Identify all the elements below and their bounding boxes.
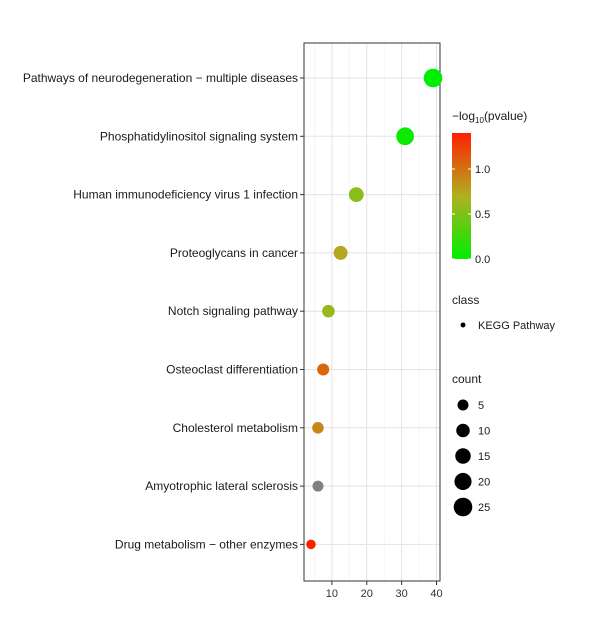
data-point <box>322 304 335 318</box>
data-point <box>423 68 443 88</box>
plot-panel-border <box>303 42 441 582</box>
y-tick-label: Human immunodeficiency virus 1 infection <box>73 188 298 202</box>
color-tick-label: 0.0 <box>475 254 490 266</box>
size-legend-key <box>456 423 470 438</box>
size-legend-key <box>455 448 471 464</box>
color-tick-label: 1.0 <box>475 164 490 176</box>
class-legend-title: class <box>452 293 479 307</box>
y-tick-label: Cholesterol metabolism <box>173 421 298 435</box>
x-tick-label: 30 <box>396 588 408 600</box>
y-axis-ticks: Pathways of neurodegeneration − multiple… <box>23 71 304 551</box>
size-legend-label: 10 <box>478 426 490 438</box>
size-legend-label: 20 <box>478 477 490 489</box>
color-legend-title: −log10(pvalue) <box>452 109 527 125</box>
x-tick-label: 20 <box>361 588 373 600</box>
y-tick-label: Drug metabolism − other enzymes <box>115 537 298 551</box>
class-legend-label: KEGG Pathway <box>478 320 556 332</box>
y-tick-label: Proteoglycans in cancer <box>170 246 298 260</box>
size-legend-title: count <box>452 372 482 386</box>
size-legend-key <box>454 472 472 491</box>
y-tick-label: Osteoclast differentiation <box>166 363 298 377</box>
y-tick-label: Pathways of neurodegeneration − multiple… <box>23 71 298 85</box>
color-legend-ticks: 0.0 0.5 1.0 <box>452 164 490 266</box>
data-point <box>348 187 364 202</box>
size-legend-label: 25 <box>478 502 490 514</box>
y-tick-label: Notch signaling pathway <box>168 304 298 318</box>
data-points <box>306 68 443 550</box>
x-tick-label: 10 <box>326 588 338 600</box>
size-legend-label: 5 <box>478 400 484 412</box>
size-legend-label: 15 <box>478 451 490 463</box>
size-legend: count 5 10 15 20 25 <box>452 372 490 517</box>
data-point <box>333 245 348 260</box>
size-legend-key <box>453 497 473 517</box>
x-tick-label: 40 <box>430 588 442 600</box>
color-tick-label: 0.5 <box>475 209 490 221</box>
data-point <box>317 363 330 376</box>
y-tick-label: Phosphatidylinositol signaling system <box>100 129 298 143</box>
data-point <box>312 480 324 492</box>
data-point <box>306 539 316 550</box>
color-legend: −log10(pvalue) 0.0 0.5 1.0 <box>452 109 527 266</box>
color-legend-bar <box>452 133 471 259</box>
x-axis-ticks: 10 20 30 40 <box>326 581 443 600</box>
data-point <box>312 422 324 434</box>
class-legend: class KEGG Pathway <box>452 293 556 332</box>
size-legend-keys: 5 10 15 20 25 <box>453 399 490 517</box>
data-point <box>396 127 415 146</box>
size-legend-key <box>457 399 469 411</box>
y-tick-label: Amyotrophic lateral sclerosis <box>145 479 298 493</box>
class-legend-key <box>460 322 466 328</box>
